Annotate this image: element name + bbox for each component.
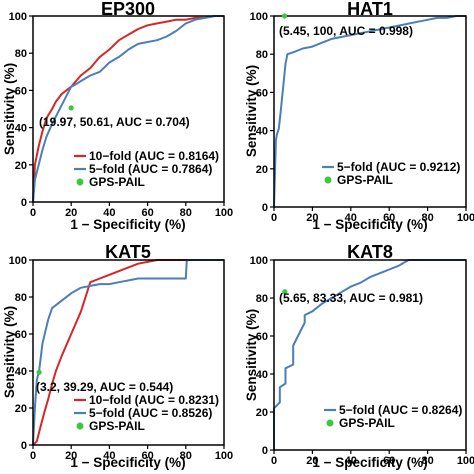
x-axis-label: 1 − Specificity (%) <box>312 217 427 232</box>
legend-entry: GPS-PAIL <box>89 419 145 433</box>
legend-swatch-gps-pail <box>324 176 332 184</box>
y-axis-label: Sensitivity (%) <box>2 63 17 155</box>
x-tick-label: 80 <box>421 212 433 224</box>
plot-frame <box>273 259 467 451</box>
y-tick-label: 60 <box>15 85 27 97</box>
legend-entry: GPS-PAIL <box>339 416 395 430</box>
y-tick-label: 0 <box>21 197 27 209</box>
x-tick-label: 20 <box>65 450 77 462</box>
y-tick-label: 0 <box>262 202 268 214</box>
x-tick-label: 100 <box>215 207 233 219</box>
gps-pail-point <box>68 105 74 111</box>
x-tick-label: 40 <box>103 450 115 462</box>
y-tick-label: 100 <box>250 11 268 23</box>
gps-pail-point <box>36 369 42 375</box>
legend-swatch-gps-pail <box>326 419 334 427</box>
x-tick-label: 60 <box>141 450 153 462</box>
x-tick-label: 80 <box>180 450 192 462</box>
roc-curve-5fold <box>32 15 224 203</box>
plot-frame <box>32 259 225 446</box>
roc-curve-5fold <box>273 15 466 208</box>
y-tick-label: 80 <box>15 292 27 304</box>
x-tick-label: 20 <box>65 207 77 219</box>
roc-panel-kat5: KAT5 0 20 40 60 80 100 0 20 40 60 80 100 1 − Specific… <box>2 242 233 470</box>
y-tick-label: 20 <box>15 403 27 415</box>
y-tick-label: 20 <box>256 164 268 176</box>
y-tick-label: 60 <box>15 329 27 341</box>
x-tick-label: 0 <box>271 455 277 467</box>
x-tick-label: 100 <box>457 212 474 224</box>
y-axis-label: Sensitivity (%) <box>244 309 259 401</box>
legend-entry: 5−fold (AUC = 0.8264) <box>339 403 462 417</box>
roc-panel-ep300: EP300 0 20 40 60 80 100 0 20 40 60 80 100 1 − Specifi… <box>2 0 233 232</box>
x-tick-label: 20 <box>306 212 318 224</box>
y-tick-label: 80 <box>256 293 268 305</box>
y-tick-label: 60 <box>256 331 268 343</box>
x-tick-label: 40 <box>345 455 357 467</box>
x-tick-label: 60 <box>383 212 395 224</box>
x-axis-label: 1 − Specificity (%) <box>70 455 185 470</box>
y-tick-label: 20 <box>15 160 27 172</box>
x-tick-label: 60 <box>383 455 395 467</box>
y-tick-label: 40 <box>15 123 27 135</box>
roc-panel-kat8: KAT8 0 20 40 60 80 100 0 20 40 60 80 100 1 − Specific… <box>244 242 474 470</box>
legend-entry: 10−fold (AUC = 0.8164) <box>89 149 219 163</box>
legend-entry: 5−fold (AUC = 0.9212) <box>337 160 460 174</box>
y-tick-label: 40 <box>15 366 27 378</box>
x-tick-label: 0 <box>271 212 277 224</box>
roc-curve-5fold <box>273 259 466 450</box>
roc-curve-10fold <box>32 15 224 203</box>
x-axis-label: 1 − Specificity (%) <box>312 455 427 470</box>
y-tick-label: 100 <box>250 255 268 267</box>
gps-pail-point <box>281 13 288 19</box>
gps-pail-annotation: (19.97, 50.61, AUC = 0.704) <box>39 115 190 129</box>
y-tick-label: 0 <box>262 445 268 457</box>
legend-swatch-gps-pail <box>76 178 84 186</box>
x-tick-label: 100 <box>215 450 233 462</box>
x-tick-label: 40 <box>103 207 115 219</box>
y-tick-label: 20 <box>256 407 268 419</box>
panel-title: KAT8 <box>347 242 393 262</box>
x-tick-label: 100 <box>457 455 474 467</box>
x-tick-label: 20 <box>306 455 318 467</box>
x-tick-label: 80 <box>180 207 192 219</box>
y-axis-label: Sensitivity (%) <box>2 306 17 398</box>
x-tick-label: 80 <box>421 455 433 467</box>
y-tick-label: 100 <box>9 255 27 267</box>
gps-pail-annotation: (5.45, 100, AUC = 0.998) <box>279 24 413 38</box>
legend-entry: 5−fold (AUC = 0.7864) <box>89 162 212 176</box>
panel-title: KAT5 <box>105 242 151 262</box>
x-tick-label: 0 <box>30 207 36 219</box>
panel-title: EP300 <box>101 0 155 19</box>
legend-entry: 10−fold (AUC = 0.8231) <box>89 393 219 407</box>
legend-entry: 5−fold (AUC = 0.8526) <box>89 406 212 420</box>
y-tick-label: 40 <box>256 369 268 381</box>
y-axis-label: Sensitivity (%) <box>244 65 259 157</box>
gps-pail-annotation: (3.2, 39.29, AUC = 0.544) <box>36 380 173 394</box>
roc-panel-hat1: HAT1 0 20 40 60 80 100 0 20 40 60 80 100 1 − Specific… <box>244 0 474 232</box>
y-tick-label: 80 <box>15 48 27 60</box>
gps-pail-point <box>282 289 288 295</box>
gps-pail-annotation: (5.65, 83.33, AUC = 0.981) <box>279 291 423 305</box>
y-tick-label: 0 <box>21 440 27 452</box>
x-tick-label: 60 <box>141 207 153 219</box>
plot-frame <box>273 15 467 208</box>
y-tick-label: 60 <box>256 87 268 99</box>
y-tick-label: 80 <box>256 49 268 61</box>
legend-entry: GPS-PAIL <box>89 175 145 189</box>
y-tick-label: 100 <box>9 11 27 23</box>
panel-title: HAT1 <box>347 0 393 19</box>
x-tick-label: 40 <box>345 212 357 224</box>
x-axis-label: 1 − Specificity (%) <box>70 217 185 232</box>
legend-swatch-gps-pail <box>76 422 84 430</box>
y-tick-label: 40 <box>256 126 268 138</box>
x-tick-label: 0 <box>30 450 36 462</box>
plot-frame <box>32 15 225 203</box>
roc-curve-5fold <box>32 259 224 446</box>
legend-entry: GPS-PAIL <box>337 173 393 187</box>
